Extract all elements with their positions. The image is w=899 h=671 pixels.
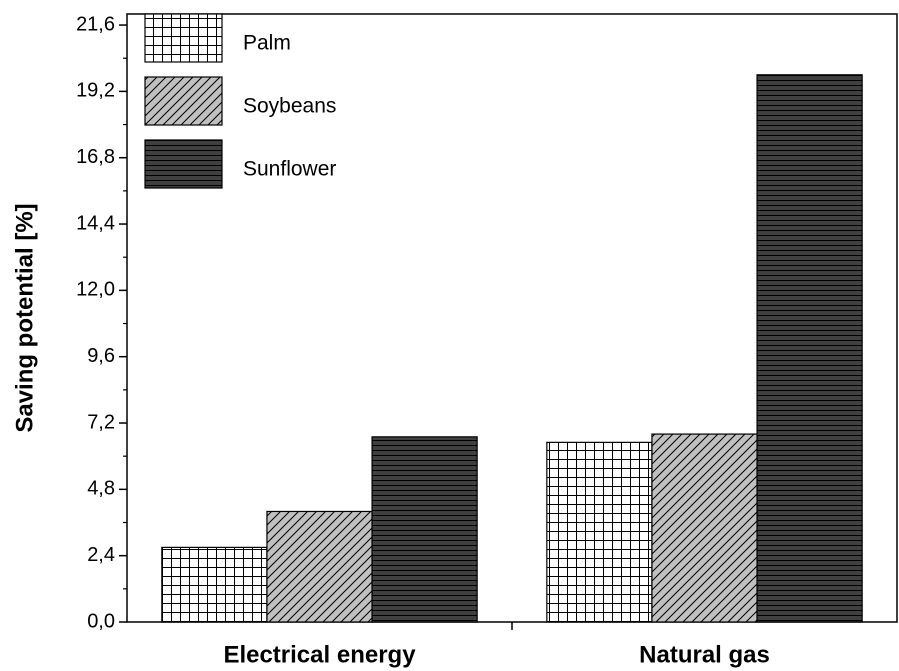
y-tick-label: 21,6 [76, 13, 115, 35]
legend-swatch [144, 13, 223, 63]
legend-label: Sunflower [243, 158, 336, 181]
legend-swatch [144, 139, 223, 189]
y-tick-label: 12,0 [76, 279, 115, 301]
bar [266, 510, 373, 623]
y-axis-label: Saving potential [%] [11, 203, 38, 432]
y-tick-label: 2,4 [87, 544, 115, 566]
y-tick-label: 19,2 [76, 80, 115, 102]
legend-swatch [144, 76, 223, 126]
y-tick-label: 14,4 [76, 212, 115, 234]
x-tick-label: Electrical energy [223, 641, 416, 668]
y-tick-label: 9,6 [87, 345, 115, 367]
bar [371, 436, 478, 623]
bar [756, 74, 863, 623]
bar [651, 433, 758, 623]
bar [161, 546, 268, 623]
legend-label: Palm [243, 32, 291, 55]
y-tick-label: 4,8 [87, 478, 115, 500]
bar [546, 441, 653, 623]
legend-label: Soybeans [243, 95, 336, 118]
y-tick-label: 16,8 [76, 146, 115, 168]
x-tick-label: Natural gas [639, 641, 770, 668]
y-tick-label: 7,2 [87, 411, 115, 433]
y-tick-label: 0,0 [87, 610, 115, 632]
